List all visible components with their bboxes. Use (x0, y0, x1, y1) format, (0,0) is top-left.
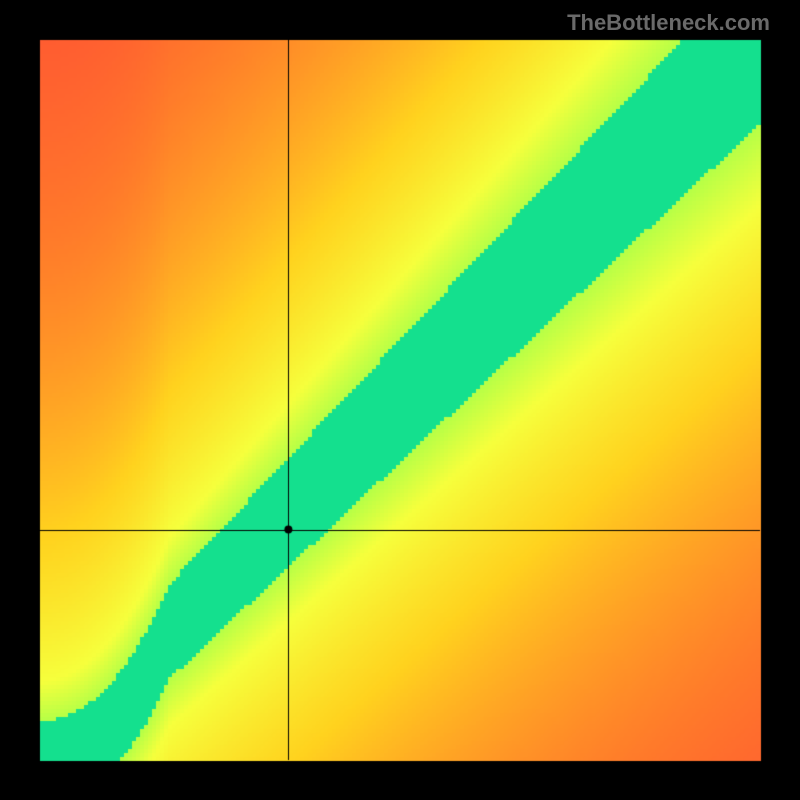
bottleneck-heatmap (0, 0, 800, 800)
watermark-label: TheBottleneck.com (567, 10, 770, 36)
chart-container: TheBottleneck.com (0, 0, 800, 800)
